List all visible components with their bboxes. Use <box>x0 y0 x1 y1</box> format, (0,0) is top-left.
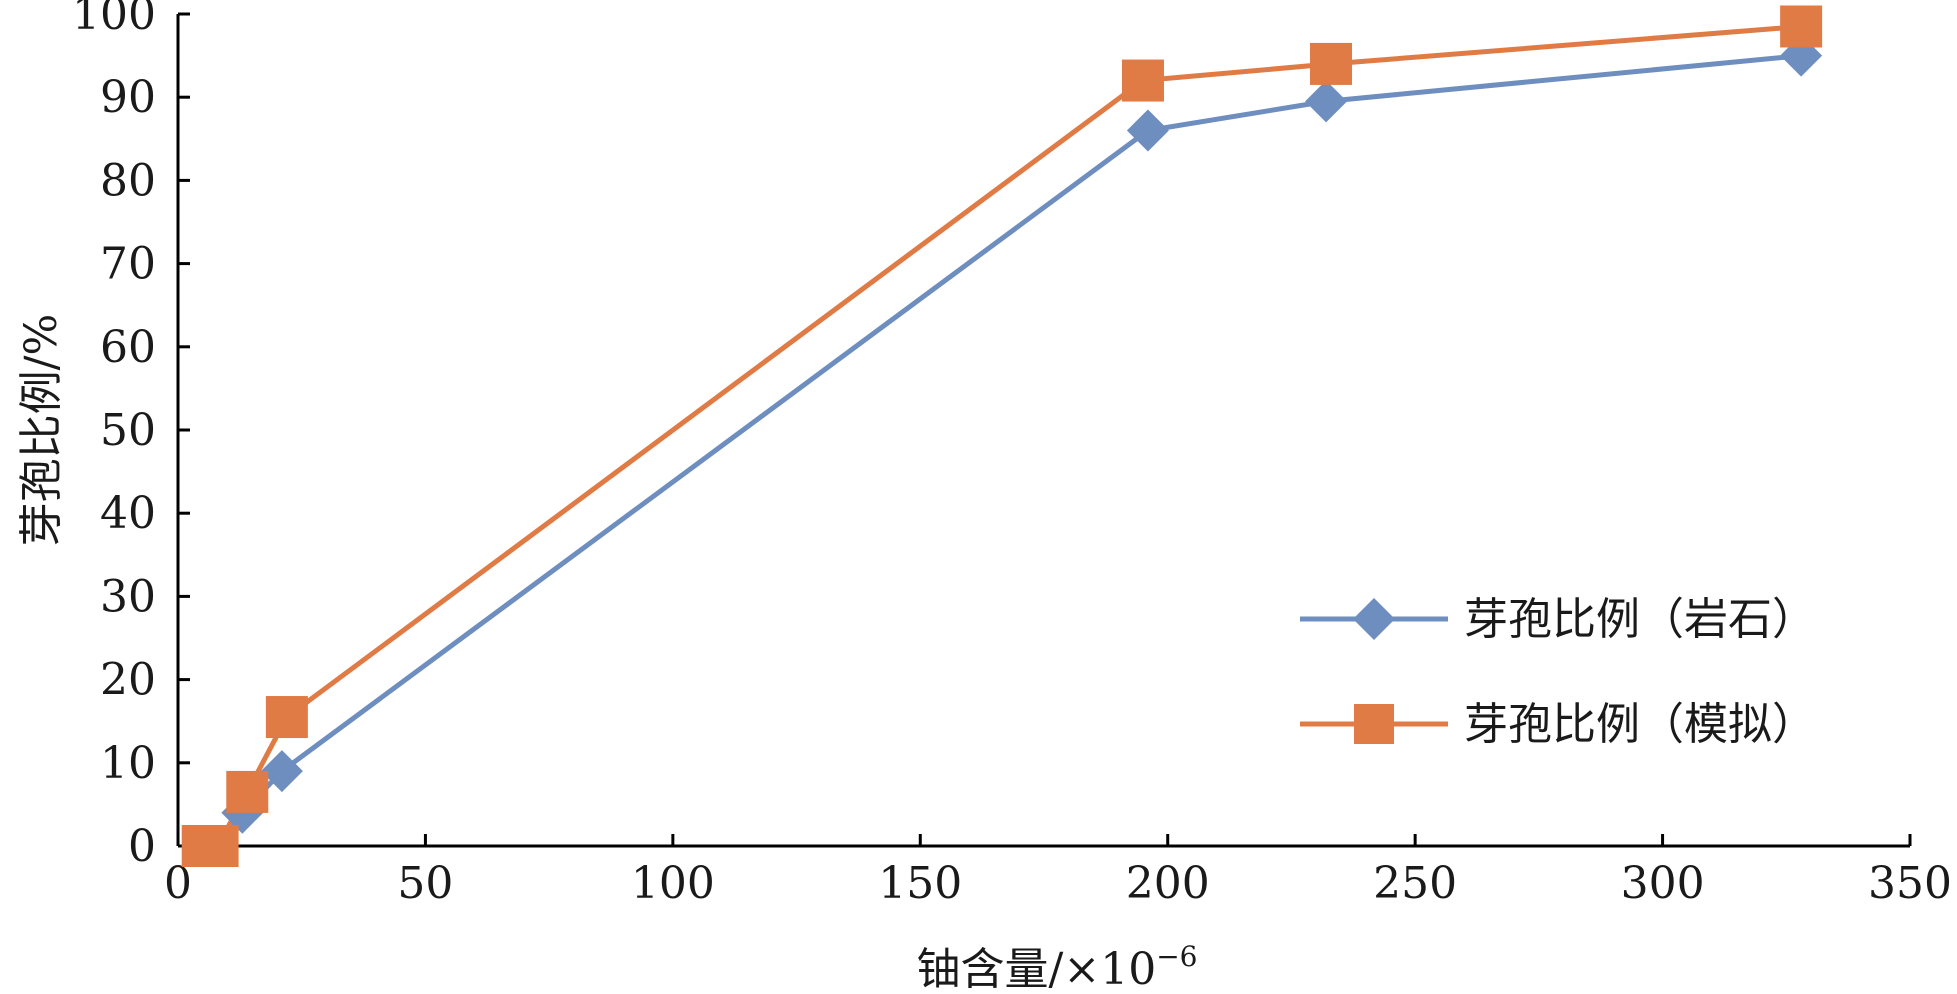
y-tick-label: 100 <box>72 0 156 40</box>
data-point-diamond <box>1126 109 1169 152</box>
data-point-square <box>265 696 308 739</box>
legend-label-simulated: 芽孢比例（模拟） <box>1464 699 1816 750</box>
data-point-square <box>226 770 269 813</box>
legend-marker-simulated <box>1354 704 1394 744</box>
x-axis-title-main: 铀含量/×10 <box>917 944 1157 994</box>
x-tick-label: 250 <box>1373 858 1457 909</box>
x-tick-label: 50 <box>397 858 453 909</box>
y-tick-label: 50 <box>100 405 156 456</box>
legend-label-rock: 芽孢比例（岩石） <box>1464 594 1816 645</box>
data-point-diamond <box>260 750 303 793</box>
y-tick-label: 60 <box>100 322 156 373</box>
data-point-square <box>1121 59 1164 102</box>
x-axis-title-superscript: −6 <box>1156 940 1197 973</box>
x-tick-label: 150 <box>878 858 962 909</box>
series <box>181 5 1823 867</box>
y-tick-label: 80 <box>100 155 156 206</box>
x-axis-title: 铀含量/×10−6 <box>917 940 1198 994</box>
x-tick-label: 200 <box>1126 858 1210 909</box>
y-tick-label: 20 <box>100 655 156 706</box>
series-markers-1 <box>181 5 1823 867</box>
data-point-square <box>1780 5 1823 48</box>
y-axis-title-group: 芽孢比例/% <box>16 314 67 547</box>
y-tick-label: 70 <box>100 239 156 290</box>
y-tick-label: 40 <box>100 488 156 539</box>
legend-marker-rock <box>1353 598 1395 640</box>
x-tick-label: 350 <box>1868 858 1952 909</box>
y-axis-title: 芽孢比例/% <box>16 314 67 547</box>
legend-item-0: 芽孢比例（岩石） <box>1300 594 1816 645</box>
legend: 芽孢比例（岩石） 芽孢比例（模拟） <box>1300 594 1816 750</box>
x-ticks: 0 50 100 150 200 250 300 350 <box>164 834 1952 909</box>
y-tick-label: 0 <box>128 821 156 872</box>
data-point-square <box>196 825 239 867</box>
y-tick-label: 10 <box>100 738 156 789</box>
data-point-diamond <box>1305 80 1348 123</box>
x-tick-label: 100 <box>631 858 715 909</box>
data-point-square <box>1310 42 1353 85</box>
y-tick-label: 90 <box>100 72 156 123</box>
y-tick-label: 30 <box>100 571 156 622</box>
x-tick-label: 300 <box>1621 858 1705 909</box>
legend-item-1: 芽孢比例（模拟） <box>1300 699 1816 750</box>
y-ticks: 0 10 20 30 40 50 60 70 80 90 100 <box>72 0 190 872</box>
